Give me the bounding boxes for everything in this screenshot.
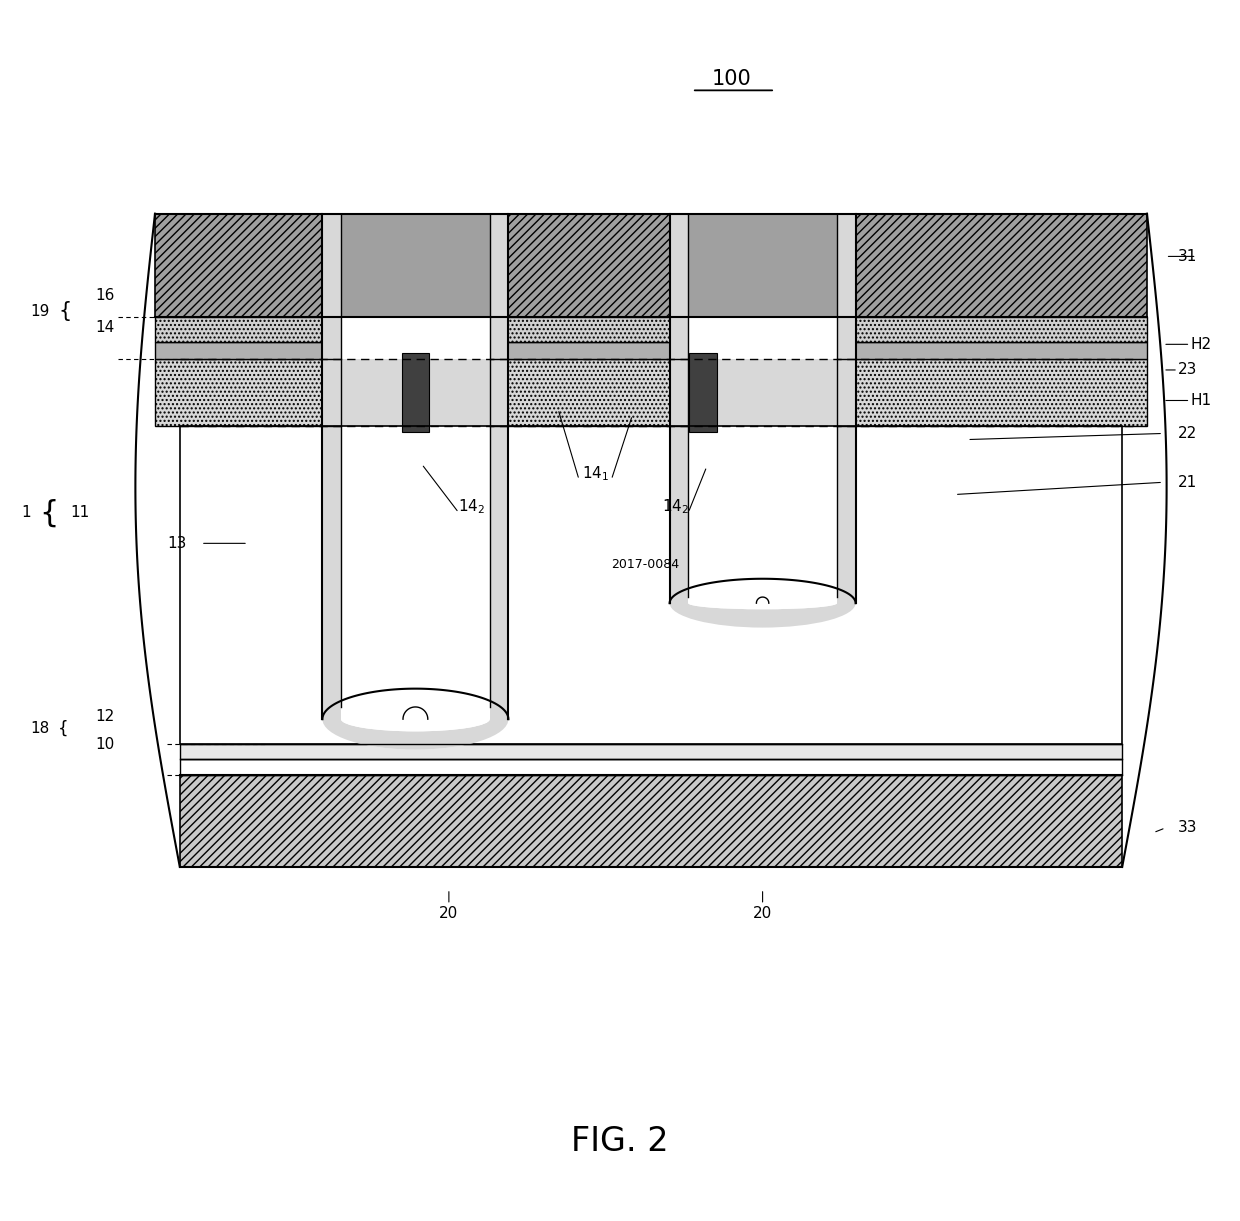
Text: 20: 20 bbox=[753, 906, 773, 921]
Bar bbox=[180, 744, 1122, 759]
Bar bbox=[670, 214, 688, 603]
Text: {: { bbox=[40, 498, 60, 527]
Bar bbox=[402, 353, 429, 432]
Ellipse shape bbox=[670, 579, 856, 628]
Bar bbox=[837, 214, 856, 603]
Text: 23: 23 bbox=[1178, 363, 1198, 377]
Text: 22: 22 bbox=[1178, 426, 1198, 441]
Ellipse shape bbox=[322, 689, 508, 750]
Text: H1: H1 bbox=[1190, 393, 1211, 408]
Text: H2: H2 bbox=[1190, 337, 1211, 352]
Text: $14_1$: $14_1$ bbox=[582, 464, 609, 484]
Bar bbox=[341, 214, 490, 317]
Text: 13: 13 bbox=[167, 536, 187, 551]
Text: 2017-0084: 2017-0084 bbox=[611, 558, 678, 570]
Text: 33: 33 bbox=[1178, 821, 1198, 835]
Bar bbox=[180, 759, 1122, 775]
Text: $14_2$: $14_2$ bbox=[458, 497, 485, 516]
Bar bbox=[688, 426, 837, 603]
Text: 20: 20 bbox=[439, 906, 459, 921]
Bar bbox=[322, 214, 341, 719]
Text: 11: 11 bbox=[71, 505, 91, 520]
Ellipse shape bbox=[688, 597, 837, 609]
Ellipse shape bbox=[322, 689, 508, 750]
Bar bbox=[688, 214, 837, 317]
Text: 19: 19 bbox=[30, 304, 50, 319]
Text: $14_2$: $14_2$ bbox=[662, 497, 689, 516]
Text: 10: 10 bbox=[95, 737, 115, 752]
Bar bbox=[180, 426, 1122, 744]
Bar bbox=[322, 214, 508, 719]
Text: 12: 12 bbox=[95, 709, 115, 724]
Text: 16: 16 bbox=[95, 288, 115, 303]
Text: 31: 31 bbox=[1178, 249, 1198, 264]
Bar bbox=[155, 342, 1147, 359]
Bar bbox=[155, 214, 1147, 317]
Bar bbox=[689, 353, 717, 432]
Text: FIG. 2: FIG. 2 bbox=[572, 1125, 668, 1159]
Ellipse shape bbox=[341, 707, 490, 731]
Polygon shape bbox=[155, 214, 1147, 867]
Text: 14: 14 bbox=[95, 320, 115, 335]
Bar bbox=[670, 214, 856, 603]
Bar bbox=[341, 359, 490, 426]
Ellipse shape bbox=[688, 597, 837, 609]
Text: 18: 18 bbox=[30, 722, 50, 736]
Text: {: { bbox=[58, 302, 72, 321]
Text: 21: 21 bbox=[1178, 475, 1198, 490]
Bar bbox=[688, 359, 837, 426]
Ellipse shape bbox=[341, 707, 490, 731]
Bar bbox=[155, 317, 1147, 342]
Text: 1: 1 bbox=[21, 505, 31, 520]
Text: 100: 100 bbox=[712, 70, 751, 89]
Text: {: { bbox=[58, 720, 69, 737]
Bar bbox=[155, 359, 1147, 426]
Bar bbox=[341, 426, 490, 719]
Bar bbox=[490, 214, 508, 719]
Ellipse shape bbox=[670, 579, 856, 628]
Bar bbox=[180, 775, 1122, 867]
